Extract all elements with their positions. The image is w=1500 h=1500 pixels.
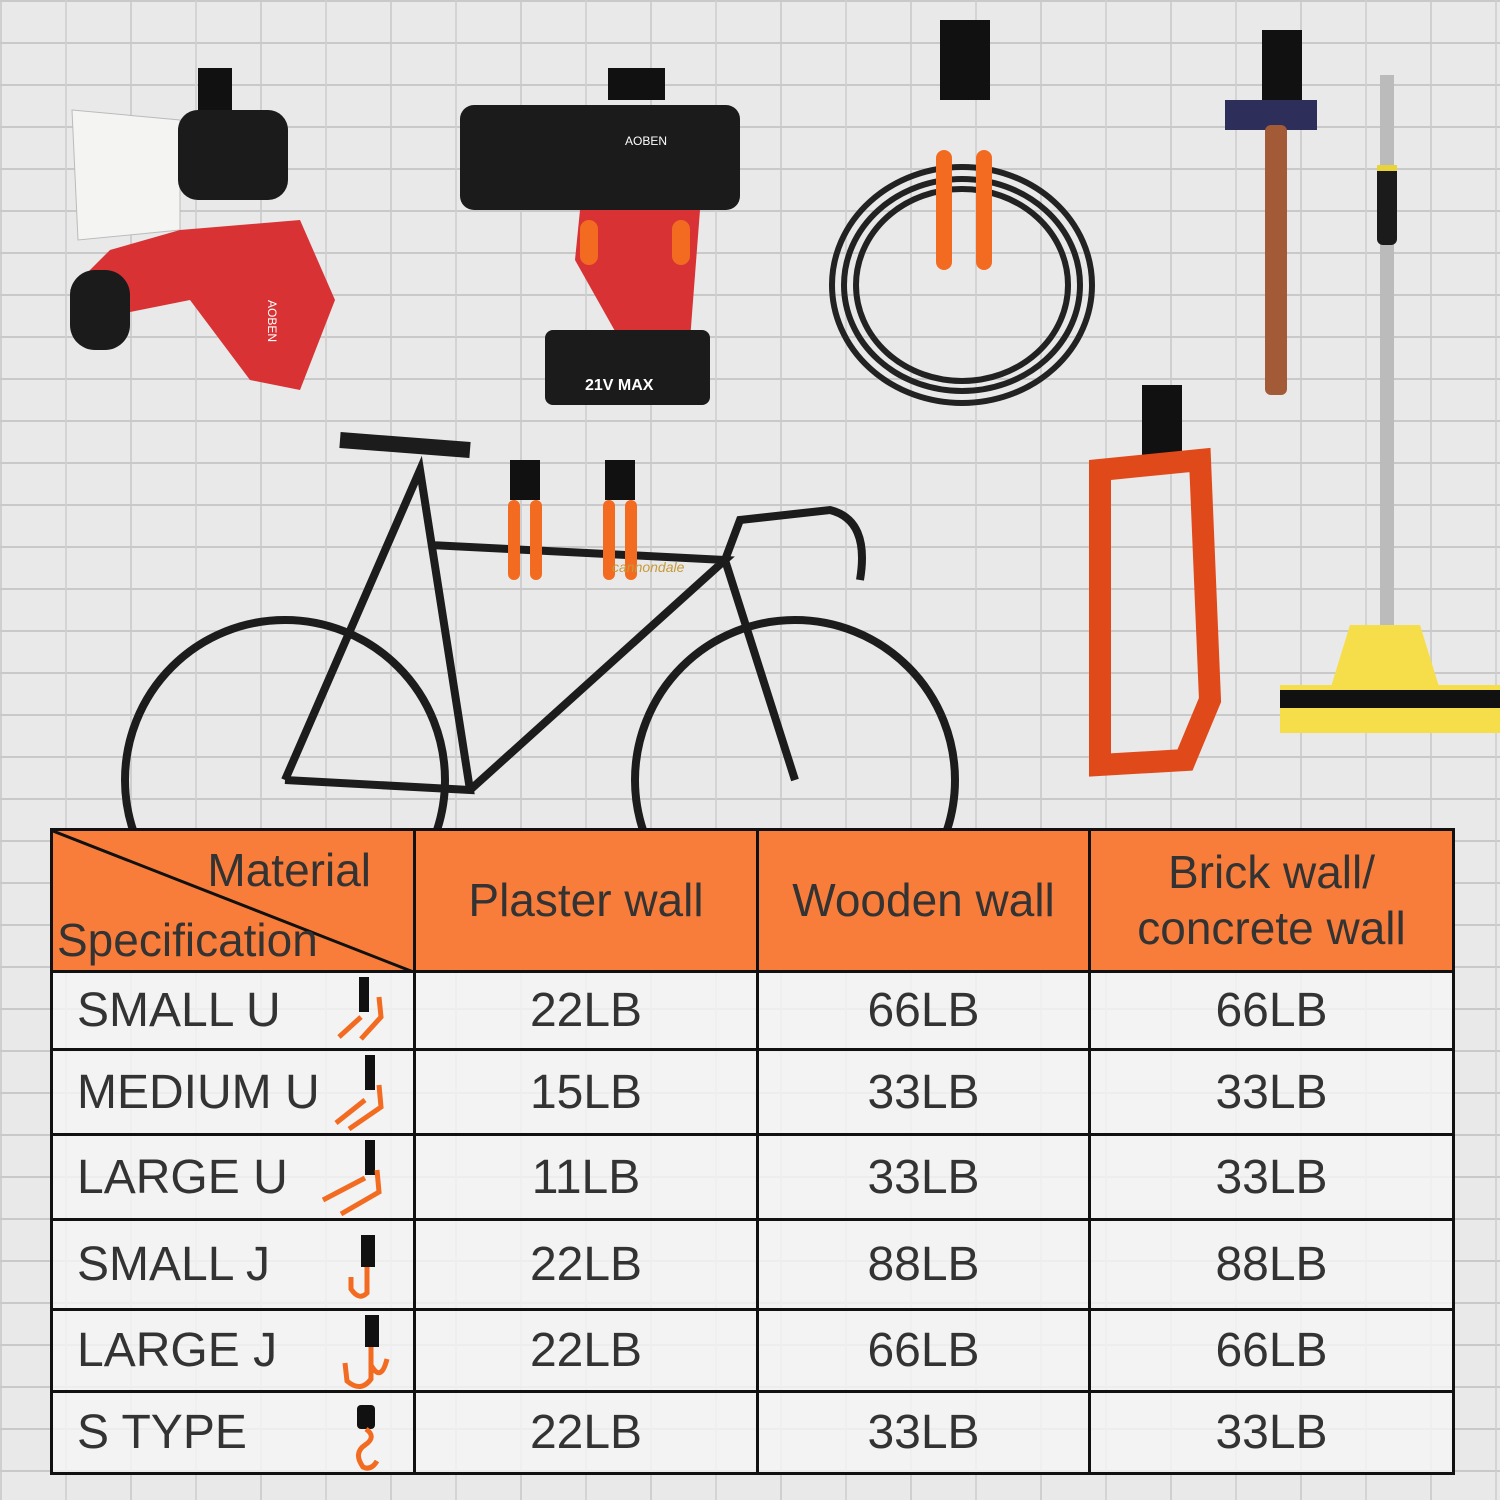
sprayer-logo: AOBEN bbox=[265, 300, 279, 342]
table-row: SMALL U 22LB 66LB 66LB bbox=[50, 970, 1455, 1051]
value-cell: 22LB bbox=[413, 1308, 759, 1393]
table-row: SMALL J 22LB 88LB 88LB bbox=[50, 1218, 1455, 1311]
spec-cell: MEDIUM U bbox=[50, 1048, 416, 1136]
value-cell: 33LB bbox=[756, 1390, 1091, 1475]
drill-logo: AOBEN bbox=[625, 134, 667, 148]
spec-cell: SMALL U bbox=[50, 970, 416, 1051]
small-u-hook-icon bbox=[337, 977, 384, 1041]
value-cell: 66LB bbox=[756, 1308, 1091, 1393]
value-cell: 33LB bbox=[1088, 1048, 1455, 1136]
hacksaw-image bbox=[1089, 385, 1222, 777]
value-cell: 33LB bbox=[756, 1133, 1091, 1221]
table-header-row: Material Specification Plaster wall Wood… bbox=[50, 828, 1455, 973]
value-cell: 33LB bbox=[756, 1048, 1091, 1136]
hammer-image bbox=[1225, 30, 1317, 395]
specification-label: Specification bbox=[57, 913, 318, 966]
table-row: LARGE U 11LB 33LB 33LB bbox=[50, 1133, 1455, 1221]
value-cell: 33LB bbox=[1088, 1133, 1455, 1221]
column-header-wooden: Wooden wall bbox=[756, 828, 1091, 973]
medium-u-hook-icon bbox=[334, 1055, 384, 1131]
paint-sprayer-image: AOBEN bbox=[70, 68, 335, 390]
value-cell: 15LB bbox=[413, 1048, 759, 1136]
bike-logo: cannondale bbox=[612, 559, 685, 575]
value-cell: 88LB bbox=[756, 1218, 1091, 1311]
spec-label: LARGE U bbox=[77, 1150, 288, 1204]
corner-header: Material Specification bbox=[50, 828, 416, 973]
value-cell: 66LB bbox=[1088, 1308, 1455, 1393]
table-row: LARGE J 22LB 66LB 66LB bbox=[50, 1308, 1455, 1393]
mop-image bbox=[1280, 75, 1500, 733]
value-cell: 22LB bbox=[413, 970, 759, 1051]
column-header-brick: Brick wall/ concrete wall bbox=[1088, 828, 1455, 973]
value-cell: 88LB bbox=[1088, 1218, 1455, 1311]
value-cell: 33LB bbox=[1088, 1390, 1455, 1475]
value-cell: 22LB bbox=[413, 1218, 759, 1311]
spec-label: LARGE J bbox=[77, 1324, 278, 1377]
value-cell: 22LB bbox=[413, 1390, 759, 1475]
battery-label: 21V MAX bbox=[585, 377, 654, 394]
spec-cell: S TYPE bbox=[50, 1390, 416, 1475]
large-j-hook-icon bbox=[342, 1315, 390, 1389]
s-type-hook-icon bbox=[356, 1405, 380, 1471]
spec-cell: LARGE J bbox=[50, 1308, 416, 1393]
table-row: S TYPE 22LB 33LB 33LB bbox=[50, 1390, 1455, 1475]
product-scene: AOBEN AOBEN 21V MAX cannondale bbox=[70, 20, 1500, 830]
spec-label: MEDIUM U bbox=[77, 1065, 320, 1119]
material-label: Material bbox=[207, 844, 371, 896]
table-row: MEDIUM U 15LB 33LB 33LB bbox=[50, 1048, 1455, 1136]
column-header-plaster: Plaster wall bbox=[413, 828, 759, 973]
spec-cell: LARGE U bbox=[50, 1133, 416, 1221]
spec-label: S TYPE bbox=[77, 1406, 247, 1459]
large-u-hook-icon bbox=[321, 1140, 382, 1216]
spec-label: SMALL J bbox=[77, 1238, 270, 1291]
cordless-drill-image: AOBEN 21V MAX bbox=[460, 68, 740, 405]
coiled-hose-image bbox=[829, 20, 1095, 406]
bicycle-image: cannondale bbox=[121, 432, 959, 830]
spec-label: SMALL U bbox=[77, 984, 281, 1037]
spec-cell: SMALL J bbox=[50, 1218, 416, 1311]
value-cell: 66LB bbox=[756, 970, 1091, 1051]
value-cell: 66LB bbox=[1088, 970, 1455, 1051]
small-j-hook-icon bbox=[348, 1235, 375, 1299]
value-cell: 11LB bbox=[413, 1133, 759, 1221]
load-capacity-table: Material Specification Plaster wall Wood… bbox=[50, 828, 1455, 1475]
